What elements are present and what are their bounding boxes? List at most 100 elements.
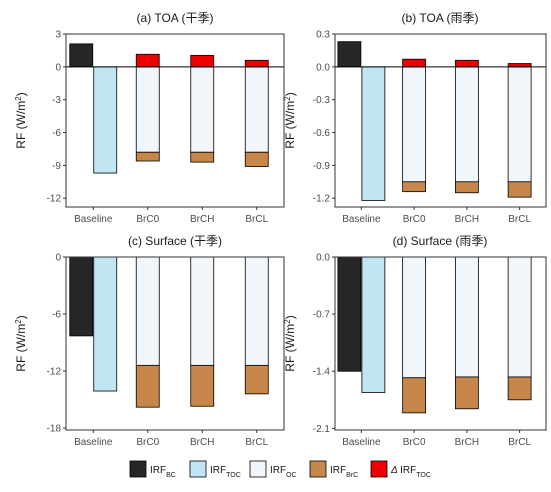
legend-label: IRFBrC [330, 465, 358, 479]
bar-baseline-toc [361, 256, 386, 393]
chart-title: (d) Surface (雨季) [393, 234, 488, 248]
panel-border [65, 256, 285, 431]
x-tick-label: Baseline [342, 437, 381, 448]
y-tick-label: 0 [55, 253, 61, 264]
y-axis-label-main: RF (W/m [283, 101, 297, 149]
y-tick-label: -12 [47, 194, 62, 205]
legend-item-toc: IRFTOC [189, 460, 241, 479]
x-tick-label: BrCL [508, 214, 531, 225]
bar-brcl-brc [244, 151, 269, 167]
chart-panel-3: (c) Surface (干季) RF (W/m2) 0 -6 -12 -18 Baseli… [14, 234, 285, 448]
y-tick-label: -3 [52, 95, 61, 106]
x-tick-label: BrCH [190, 214, 214, 225]
bar-brch-dtoc [190, 54, 215, 68]
y-tick-label: -0.7 [313, 310, 331, 321]
panel-border [65, 33, 285, 208]
y-axis-label-end: ) [283, 315, 297, 319]
bar-brch-dtoc [454, 59, 479, 68]
bar-baseline-toc [361, 66, 386, 201]
y-axis-label-sup: 2 [14, 96, 23, 101]
bar-brc0-brc [402, 181, 427, 193]
bar-brch-brc [190, 364, 215, 407]
y-axis-label-end: ) [283, 92, 297, 96]
legend-label-base: IRF [150, 465, 166, 476]
x-tick-label: BrCH [190, 437, 214, 448]
bar-brcl-oc [244, 66, 269, 153]
x-tick-label: Baseline [74, 437, 113, 448]
bar-brch-brc [454, 181, 479, 194]
bar-brc0-oc [135, 256, 160, 366]
y-axis-label: RF (W/m2) [283, 315, 298, 371]
legend-item-dtoc: Δ IRFTOC [370, 460, 431, 479]
y-axis-label: RF (W/m2) [14, 92, 29, 148]
bar-brc0-brc [135, 364, 160, 408]
y-tick-label: -9 [52, 161, 61, 172]
legend-swatch [189, 460, 207, 478]
x-tick-label: Baseline [74, 214, 113, 225]
x-tick-label: BrC0 [136, 437, 159, 448]
bar-baseline-bc [69, 256, 94, 337]
y-axis-label: RF (W/m2) [283, 92, 298, 148]
y-tick-label: -6 [52, 310, 61, 321]
y-axis-label-sup: 2 [14, 319, 23, 324]
chart-title: (a) TOA (干季) [137, 11, 214, 25]
y-axis-label-main: RF (W/m [283, 324, 297, 372]
y-tick-label: -2.1 [313, 424, 331, 435]
y-axis-label: RF (W/m2) [14, 315, 29, 371]
legend-item-brc: IRFBrC [309, 460, 358, 479]
legend-label-base: IRF [330, 465, 346, 476]
legend-label: Δ IRFTOC [390, 465, 431, 479]
legend-label-base: IRF [400, 465, 416, 476]
y-tick-label: -18 [47, 424, 62, 435]
y-tick-label: -0.9 [313, 161, 331, 172]
panel-border [334, 33, 547, 208]
legend-swatch [370, 460, 388, 478]
legend-item-oc: IRFOC [249, 460, 297, 479]
y-axis-label-end: ) [14, 92, 28, 96]
y-tick-label: -0.6 [313, 128, 331, 139]
bar-brcl-brc [507, 181, 532, 198]
bar-brch-oc [190, 66, 215, 153]
chart-panel-4: (d) Surface (雨季) RF (W/m2) 0.0 -0.7 -1.4 -2.1… [283, 234, 547, 448]
x-tick-label: BrCL [245, 214, 268, 225]
bar-brc0-dtoc [135, 53, 160, 68]
x-tick-label: BrCH [455, 437, 479, 448]
bar-brc0-brc [402, 377, 427, 414]
bar-brch-brc [190, 151, 215, 163]
bar-brc0-dtoc [402, 58, 427, 68]
y-axis-label-main: RF (W/m [14, 101, 28, 149]
y-axis-label-main: RF (W/m [14, 324, 28, 372]
legend-label-base: IRF [210, 465, 226, 476]
bar-baseline-toc [93, 66, 118, 174]
chart-title: (c) Surface (干季) [128, 234, 222, 248]
y-tick-label: -1.2 [313, 194, 331, 205]
bar-brch-oc [190, 256, 215, 366]
legend-swatch [249, 460, 267, 478]
bar-baseline-bc [69, 43, 94, 68]
bar-brc0-brc [135, 151, 160, 162]
legend: IRFBC IRFTOC IRFOC IRFBrC Δ IRFTOC [129, 460, 431, 479]
legend-swatch [129, 460, 147, 478]
bar-baseline-toc [93, 256, 118, 392]
bar-brcl-brc [244, 364, 269, 395]
y-tick-label: -12 [47, 367, 62, 378]
y-tick-label: -6 [52, 128, 61, 139]
x-tick-label: BrCL [508, 437, 531, 448]
x-tick-label: BrC0 [403, 214, 426, 225]
x-tick-label: BrC0 [136, 214, 159, 225]
bar-baseline-bc [337, 256, 362, 372]
bar-brc0-oc [402, 66, 427, 183]
y-tick-label: 0.3 [316, 30, 330, 41]
legend-label-sub: BC [166, 472, 176, 479]
panel-border [334, 256, 547, 431]
y-tick-label: 0 [55, 62, 61, 73]
x-tick-label: BrC0 [403, 437, 426, 448]
chart-panel-2: (b) TOA (雨季) RF (W/m2) 0.3 0.0 -0.3 -0.6 -0.9 -… [283, 11, 547, 225]
y-tick-label: -1.4 [313, 367, 331, 378]
bar-baseline-bc [337, 41, 362, 68]
y-axis-label-end: ) [14, 315, 28, 319]
y-tick-label: -0.3 [313, 95, 331, 106]
y-tick-label: 0.0 [316, 62, 330, 73]
bar-brcl-oc [507, 256, 532, 378]
